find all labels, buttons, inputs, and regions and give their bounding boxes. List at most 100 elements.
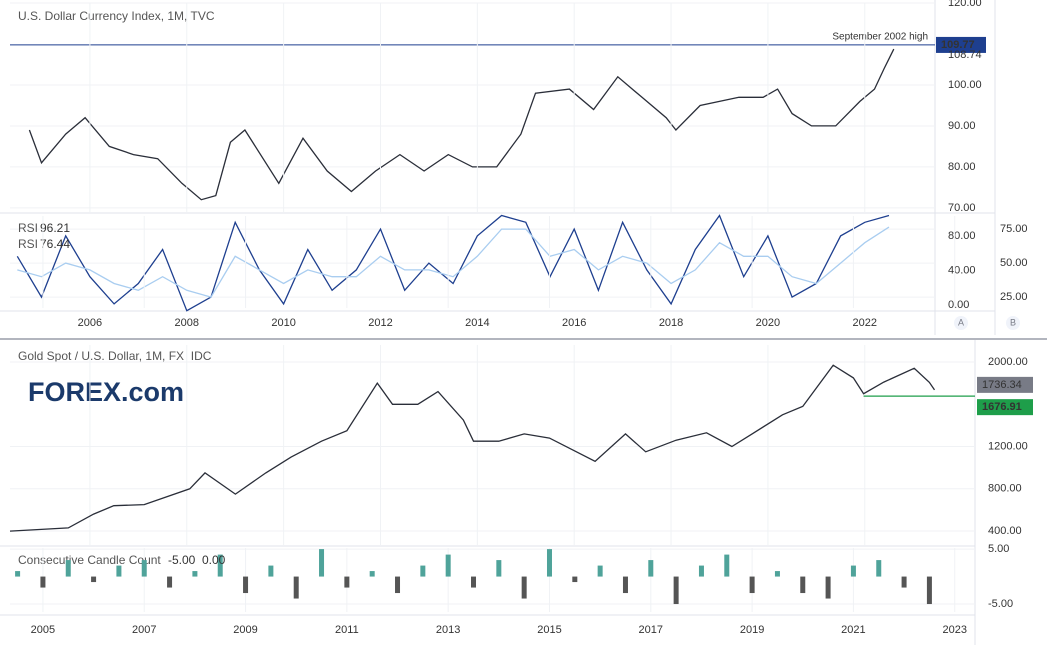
legend-value: 76.44 <box>40 237 70 251</box>
bar <box>800 576 806 594</box>
bar <box>648 560 654 577</box>
price-label-box <box>977 399 1033 416</box>
x-tick-label: 2019 <box>740 624 764 636</box>
bar <box>40 576 46 588</box>
legend-value: -5.00 <box>168 553 196 567</box>
price-line <box>16 214 890 312</box>
bar <box>572 576 578 583</box>
bar <box>420 565 426 577</box>
legend-value: 96.21 <box>40 221 70 235</box>
y-tick-label: 75.00 <box>1000 223 1028 235</box>
bar <box>876 560 882 577</box>
y2-tick-label: 0.00 <box>948 299 969 311</box>
indicator-title: Consecutive Candle Count <box>18 553 161 567</box>
legend-name: RSI <box>18 237 38 251</box>
chart-title: Gold Spot / U.S. Dollar, 1M, FX_IDC <box>18 349 212 363</box>
x-tick-label: 2018 <box>659 317 683 329</box>
y-tick-label: 25.00 <box>1000 291 1028 303</box>
scale-button[interactable] <box>1006 316 1020 330</box>
bar <box>901 576 907 588</box>
bar <box>116 565 122 577</box>
x-tick-label: 2005 <box>31 624 55 636</box>
bar <box>724 554 730 577</box>
scale-button-label: A <box>958 317 964 327</box>
y2-tick-label: 40.00 <box>948 265 976 277</box>
y-tick-label: 100.00 <box>948 79 982 91</box>
x-tick-label: 2007 <box>132 624 156 636</box>
bar <box>673 576 679 605</box>
bar <box>496 560 502 577</box>
bar <box>395 576 401 594</box>
y-tick-label: 1200.00 <box>988 440 1028 452</box>
bar <box>471 576 477 588</box>
y-tick-label: 80.00 <box>948 161 976 173</box>
y-tick-label: 400.00 <box>988 525 1022 537</box>
bar <box>445 554 451 577</box>
legend-name: RSI <box>18 221 38 235</box>
bar <box>926 576 932 605</box>
legend-value: 0.00 <box>202 553 226 567</box>
x-tick-label: 2013 <box>436 624 460 636</box>
y-tick-label: 5.00 <box>988 543 1009 555</box>
y-tick-label: 120.00 <box>948 0 982 9</box>
annotation: September 2002 high <box>832 32 928 43</box>
x-tick-label: 2008 <box>175 317 199 329</box>
x-tick-label: 2011 <box>335 624 359 636</box>
x-tick-label: 2020 <box>756 317 780 329</box>
price-label: 1676.91 <box>982 401 1022 413</box>
scale-button-label: B <box>1010 317 1016 327</box>
y-tick-label: -5.00 <box>988 598 1013 610</box>
y-tick-label: 2000.00 <box>988 356 1028 368</box>
price-label: 108.74 <box>948 49 982 61</box>
bar <box>622 576 628 594</box>
y-tick-label: 90.00 <box>948 120 976 132</box>
bar <box>749 576 755 594</box>
y2-tick-label: 80.00 <box>948 230 976 242</box>
price-line <box>28 48 895 201</box>
bar <box>698 565 704 577</box>
x-tick-label: 2017 <box>639 624 663 636</box>
x-tick-label: 2022 <box>853 317 877 329</box>
bar <box>521 576 527 599</box>
bar <box>546 549 552 577</box>
bar <box>141 560 147 577</box>
bar <box>15 571 21 577</box>
bar <box>167 576 173 588</box>
bar <box>319 549 325 577</box>
price-label: 109.77 <box>941 39 975 51</box>
x-tick-label: 2006 <box>78 317 102 329</box>
scale-button[interactable] <box>954 316 968 330</box>
price-line <box>9 364 936 532</box>
y-tick-label: 800.00 <box>988 483 1022 495</box>
bar <box>192 571 198 577</box>
x-tick-label: 2009 <box>233 624 257 636</box>
bar <box>65 560 71 577</box>
y-tick-label: 70.00 <box>948 202 976 214</box>
bar <box>597 565 603 577</box>
bar <box>268 565 274 577</box>
price-line <box>17 226 890 298</box>
price-label-box <box>977 376 1033 393</box>
bar <box>369 571 375 577</box>
price-label: 1736.34 <box>982 379 1022 391</box>
bar <box>344 576 350 588</box>
x-tick-label: 2010 <box>271 317 295 329</box>
bar <box>91 576 97 583</box>
x-tick-label: 2023 <box>942 624 966 636</box>
y-tick-label: 50.00 <box>1000 257 1028 269</box>
bar <box>293 576 299 599</box>
bar <box>774 571 780 577</box>
x-tick-label: 2016 <box>562 317 586 329</box>
x-tick-label: 2014 <box>465 317 489 329</box>
x-tick-label: 2021 <box>841 624 865 636</box>
bar <box>825 576 831 599</box>
logo: FOREX.com <box>28 377 184 407</box>
x-tick-label: 2015 <box>537 624 561 636</box>
chart-title: U.S. Dollar Currency Index, 1M, TVC <box>18 9 215 23</box>
price-label-box <box>936 36 986 53</box>
bar <box>243 576 249 594</box>
x-tick-label: 2012 <box>368 317 392 329</box>
bar <box>217 554 223 577</box>
